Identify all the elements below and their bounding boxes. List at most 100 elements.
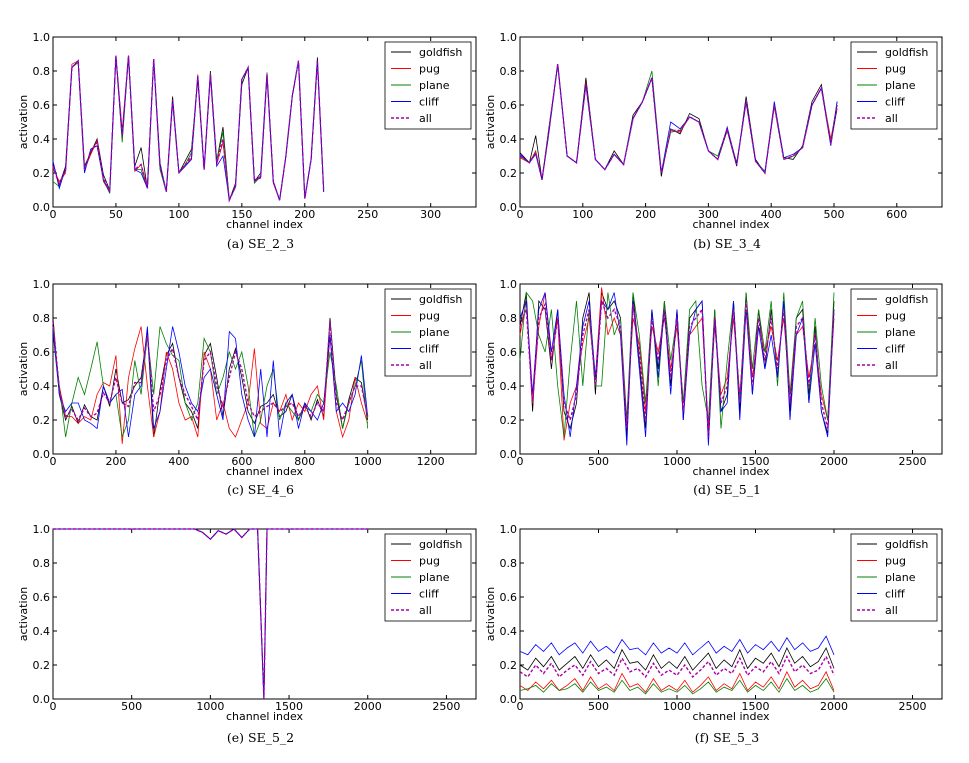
legend-label-all: all <box>419 604 432 617</box>
y-tick-label: 1.0 <box>500 31 518 44</box>
y-tick-label: 0.2 <box>500 167 518 180</box>
chart-panel-4: 0.0 0.2 0.4 0.6 0.8 1.0 0 500 1000 1500 2000 2500 ch… <box>484 278 943 497</box>
y-tick-label: 0.4 <box>500 625 518 638</box>
x-tick-label: 600 <box>231 455 252 468</box>
x-tick-label: 1200 <box>417 455 445 468</box>
x-tick-label: 100 <box>168 208 189 221</box>
y-tick-label: 0.4 <box>33 625 51 638</box>
x-tick-label: 800 <box>294 455 315 468</box>
chart-panel-3: 0.0 0.2 0.4 0.6 0.8 1.0 0 200 400 600 800 1000 1200 c… <box>17 278 477 497</box>
legend-label-cliff: cliff <box>419 588 439 601</box>
x-tick-label: 1000 <box>663 700 691 713</box>
y-tick-label: 0.6 <box>33 346 51 359</box>
y-tick-label: 0.6 <box>500 346 518 359</box>
y-tick-label: 0.0 <box>500 448 518 461</box>
y-tick-label: 0.0 <box>500 201 518 214</box>
series-line-all <box>52 321 369 423</box>
legend-label-goldfish: goldfish <box>419 293 462 306</box>
x-tick-label: 0 <box>50 455 57 468</box>
y-tick-label: 0.8 <box>500 65 518 78</box>
series-line-all <box>52 55 325 203</box>
legend-label-plane: plane <box>419 79 450 92</box>
legend-label-goldfish: goldfish <box>419 538 462 551</box>
x-tick-label: 0 <box>50 700 57 713</box>
y-tick-label: 0.2 <box>33 659 51 672</box>
legend-label-all: all <box>419 359 432 372</box>
y-tick-label: 0.8 <box>500 312 518 325</box>
legend-label-cliff: cliff <box>419 96 439 109</box>
legend-label-pug: pug <box>419 310 440 323</box>
x-tick-label: 150 <box>231 208 252 221</box>
series-line-all <box>519 64 838 180</box>
y-tick-label: 1.0 <box>33 278 51 291</box>
x-tick-label: 200 <box>105 455 126 468</box>
x-axis-label: channel index <box>692 710 770 723</box>
legend-label-cliff: cliff <box>885 343 905 356</box>
x-tick-label: 0 <box>517 700 524 713</box>
x-tick-label: 2000 <box>820 455 848 468</box>
legend-label-goldfish: goldfish <box>419 46 462 59</box>
x-tick-label: 300 <box>698 208 719 221</box>
y-tick-label: 0.6 <box>500 591 518 604</box>
chart-panel-1: 0.0 0.2 0.4 0.6 0.8 1.0 0 50 100 150 200 250 300 chan… <box>17 31 477 251</box>
y-tick-label: 0.0 <box>33 201 51 214</box>
x-tick-label: 1000 <box>196 700 224 713</box>
y-tick-label: 0.2 <box>33 167 51 180</box>
series-line-goldfish <box>519 647 835 671</box>
series-line-cliff <box>52 326 369 438</box>
x-axis-label: channel index <box>692 465 770 478</box>
legend-label-plane: plane <box>885 571 916 584</box>
x-tick-label: 2500 <box>432 700 460 713</box>
x-tick-label: 500 <box>588 700 609 713</box>
x-tick-label: 1500 <box>741 455 769 468</box>
subfigure-caption: (c) SE_4_6 <box>227 482 294 497</box>
y-tick-label: 0.8 <box>33 65 51 78</box>
y-tick-label: 1.0 <box>500 278 518 291</box>
x-tick-label: 250 <box>357 208 378 221</box>
legend-label-pug: pug <box>885 310 906 323</box>
y-tick-label: 0.0 <box>500 693 518 706</box>
y-tick-label: 0.2 <box>500 414 518 427</box>
x-tick-label: 400 <box>168 455 189 468</box>
x-tick-label: 200 <box>635 208 656 221</box>
x-tick-label: 1000 <box>354 455 382 468</box>
y-tick-label: 0.6 <box>33 591 51 604</box>
legend-label-cliff: cliff <box>885 96 905 109</box>
legend-label-pug: pug <box>419 555 440 568</box>
x-tick-label: 0 <box>50 208 57 221</box>
y-tick-label: 0.0 <box>33 693 51 706</box>
subfigure-caption: (a) SE_2_3 <box>227 236 294 251</box>
y-tick-label: 0.8 <box>33 557 51 570</box>
x-tick-label: 500 <box>121 700 142 713</box>
x-tick-label: 2500 <box>898 455 926 468</box>
y-tick-label: 0.8 <box>33 312 51 325</box>
legend-label-plane: plane <box>885 326 916 339</box>
legend-label-all: all <box>885 112 898 125</box>
legend-label-pug: pug <box>419 63 440 76</box>
subfigure-caption: (f) SE_5_3 <box>695 730 759 745</box>
x-tick-label: 300 <box>420 208 441 221</box>
x-tick-label: 1000 <box>663 455 691 468</box>
legend-label-plane: plane <box>885 79 916 92</box>
y-tick-label: 0.8 <box>500 557 518 570</box>
y-tick-label: 0.6 <box>33 99 51 112</box>
x-axis-label: channel index <box>226 465 304 478</box>
legend-label-plane: plane <box>419 326 450 339</box>
y-axis-label: activation <box>484 342 497 397</box>
y-tick-label: 0.4 <box>33 133 51 146</box>
series-line-pug <box>519 670 835 693</box>
x-tick-label: 2000 <box>820 700 848 713</box>
chart-panel-6: 0.0 0.2 0.4 0.6 0.8 1.0 0 500 1000 1500 2000 2500 ch… <box>484 523 943 745</box>
y-tick-label: 1.0 <box>33 31 51 44</box>
x-tick-label: 600 <box>886 208 907 221</box>
x-tick-label: 2500 <box>898 700 926 713</box>
y-axis-label: activation <box>17 587 30 642</box>
legend-label-cliff: cliff <box>885 588 905 601</box>
y-axis-label: activation <box>484 95 497 150</box>
x-tick-label: 1500 <box>275 700 303 713</box>
x-tick-label: 500 <box>588 455 609 468</box>
legend-label-all: all <box>885 359 898 372</box>
x-tick-label: 0 <box>517 455 524 468</box>
series-line-plane <box>519 677 835 695</box>
